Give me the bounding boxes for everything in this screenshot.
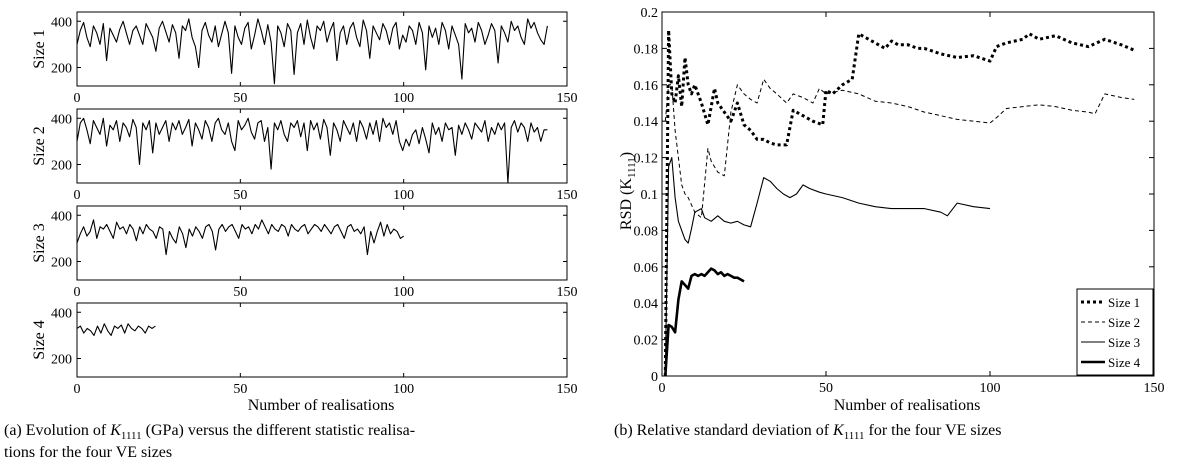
legend-label: Size 4: [1108, 355, 1141, 370]
series-line-size-1: [76, 18, 548, 85]
x-tick-label: 50: [233, 188, 247, 203]
x-tick-label: 0: [74, 188, 81, 203]
caption-b: (b) Relative standard deviation of K1111…: [614, 422, 1002, 442]
x-tick-label: 50: [233, 91, 247, 106]
panel-b-xlabel: Number of realisations: [834, 397, 981, 414]
y-tick-label: 0.02: [634, 334, 659, 349]
x-tick-label: 150: [557, 188, 578, 203]
y-tick-label: 200: [51, 256, 72, 271]
legend-label: Size 2: [1108, 315, 1140, 330]
x-tick-label: 150: [1144, 381, 1165, 396]
legend-label: Size 3: [1108, 335, 1140, 350]
series-line-size-4: [664, 267, 745, 377]
x-tick-label: 0: [74, 382, 81, 397]
subplot-frame-4: [76, 302, 568, 378]
y-tick-label: 0.06: [634, 261, 659, 276]
caption-a-line1: (a) Evolution of K1111 (GPa) versus the …: [4, 422, 415, 442]
series-line-size-1: [663, 28, 1135, 377]
y-tick-label: 200: [51, 62, 72, 77]
y-tick-label: 0.12: [634, 152, 659, 167]
series-line-size-3: [76, 219, 405, 256]
y-tick-label: 400: [51, 306, 72, 321]
x-tick-label: 0: [74, 285, 81, 300]
subplot-ylabel-1: Size 1: [31, 29, 48, 69]
x-tick-label: 100: [393, 382, 414, 397]
panel-b-ylabel: RSD (K1111): [618, 152, 638, 230]
x-tick-label: 50: [233, 285, 247, 300]
legend-label: Size 1: [1108, 295, 1140, 310]
y-tick-label: 400: [51, 209, 72, 224]
series-line-size-4: [76, 323, 156, 336]
x-tick-label: 150: [557, 382, 578, 397]
series-line-size-3: [664, 157, 991, 377]
subplot-ylabel-2: Size 2: [31, 126, 48, 166]
subplot-frame-1: [76, 11, 568, 87]
y-tick-label: 0.14: [634, 115, 659, 130]
x-tick-label: 100: [393, 91, 414, 106]
y-tick-label: 200: [51, 159, 72, 174]
subplot-ylabel-3: Size 3: [31, 223, 48, 263]
subplot-frame-2: [76, 108, 568, 184]
y-tick-label: 0: [651, 370, 658, 385]
x-tick-label: 100: [393, 188, 414, 203]
x-tick-label: 100: [980, 381, 1001, 396]
subplot-frame-3: [76, 205, 568, 281]
y-tick-label: 0.04: [634, 297, 659, 312]
x-tick-label: 50: [819, 381, 833, 396]
panel-b-plot: 0 0.02 0.04 0.06 0.08 0.1 0.12 0.14 0.16 0.18 0.2 0…: [634, 6, 1165, 396]
caption-a-line2: tions for the four VE sizes: [4, 444, 172, 461]
x-tick-label: 100: [393, 285, 414, 300]
y-tick-label: 0.18: [634, 42, 659, 57]
x-tick-label: 50: [233, 382, 247, 397]
y-tick-label: 0.08: [634, 224, 659, 239]
x-tick-label: 150: [557, 285, 578, 300]
y-tick-label: 0.16: [634, 79, 659, 94]
y-tick-label: 200: [51, 353, 72, 368]
x-tick-label: 0: [74, 91, 81, 106]
x-tick-label: 0: [659, 381, 666, 396]
series-line-size-2: [76, 117, 548, 184]
y-tick-label: 400: [51, 15, 72, 30]
subplot-ylabel-4: Size 4: [31, 320, 48, 360]
x-tick-label: 150: [557, 91, 578, 106]
legend: Size 1 Size 2 Size 3 Size 4: [1076, 288, 1154, 376]
series-line-size-2: [664, 78, 1135, 219]
panel-a-xlabel: Number of realisations: [248, 397, 395, 414]
y-tick-label: 0.1: [641, 188, 659, 203]
y-tick-label: 0.2: [641, 6, 659, 21]
y-tick-label: 400: [51, 112, 72, 127]
